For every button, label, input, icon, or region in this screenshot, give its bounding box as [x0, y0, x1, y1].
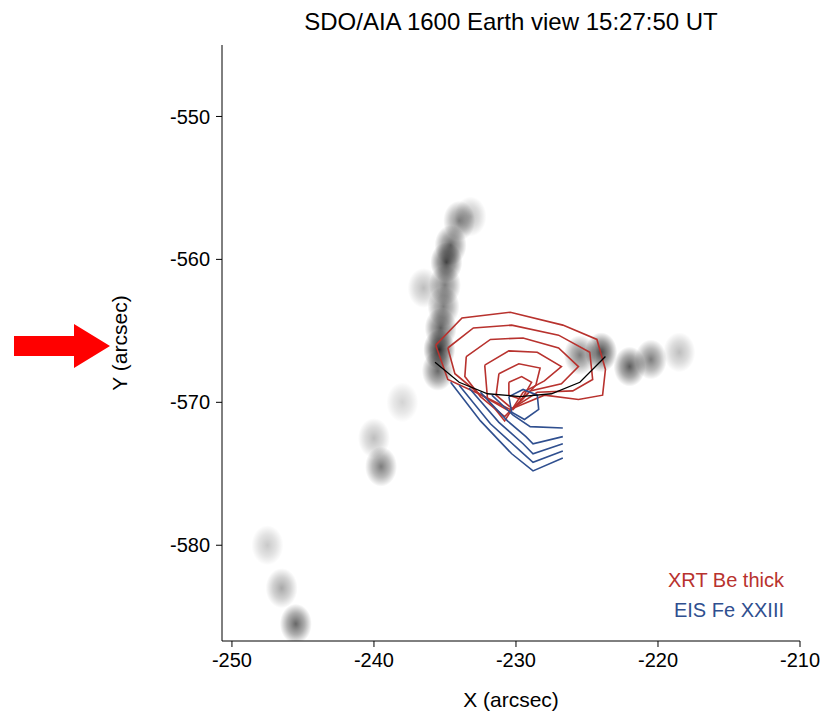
- svg-text:-580: -580: [170, 534, 210, 556]
- html-text:EIS Fe XXIII: EIS Fe XXIII: [674, 599, 784, 621]
- svg-text:X (arcsec): X (arcsec): [463, 688, 559, 711]
- svg-text:-230: -230: [496, 649, 536, 671]
- svg-text:-550: -550: [170, 106, 210, 128]
- svg-text:-250: -250: [212, 649, 252, 671]
- html-text:SDO/AIA 1600 Earth view 15:27:: SDO/AIA 1600 Earth view 15:27:50 UT: [304, 8, 718, 35]
- svg-text:-240: -240: [354, 649, 394, 671]
- svg-text:Y (arcsec): Y (arcsec): [108, 295, 131, 390]
- svg-text:-210: -210: [780, 649, 820, 671]
- svg-text:-560: -560: [170, 248, 210, 270]
- svg-text:-570: -570: [170, 391, 210, 413]
- svg-text:-220: -220: [638, 649, 678, 671]
- html-text:XRT Be thick: XRT Be thick: [668, 569, 784, 591]
